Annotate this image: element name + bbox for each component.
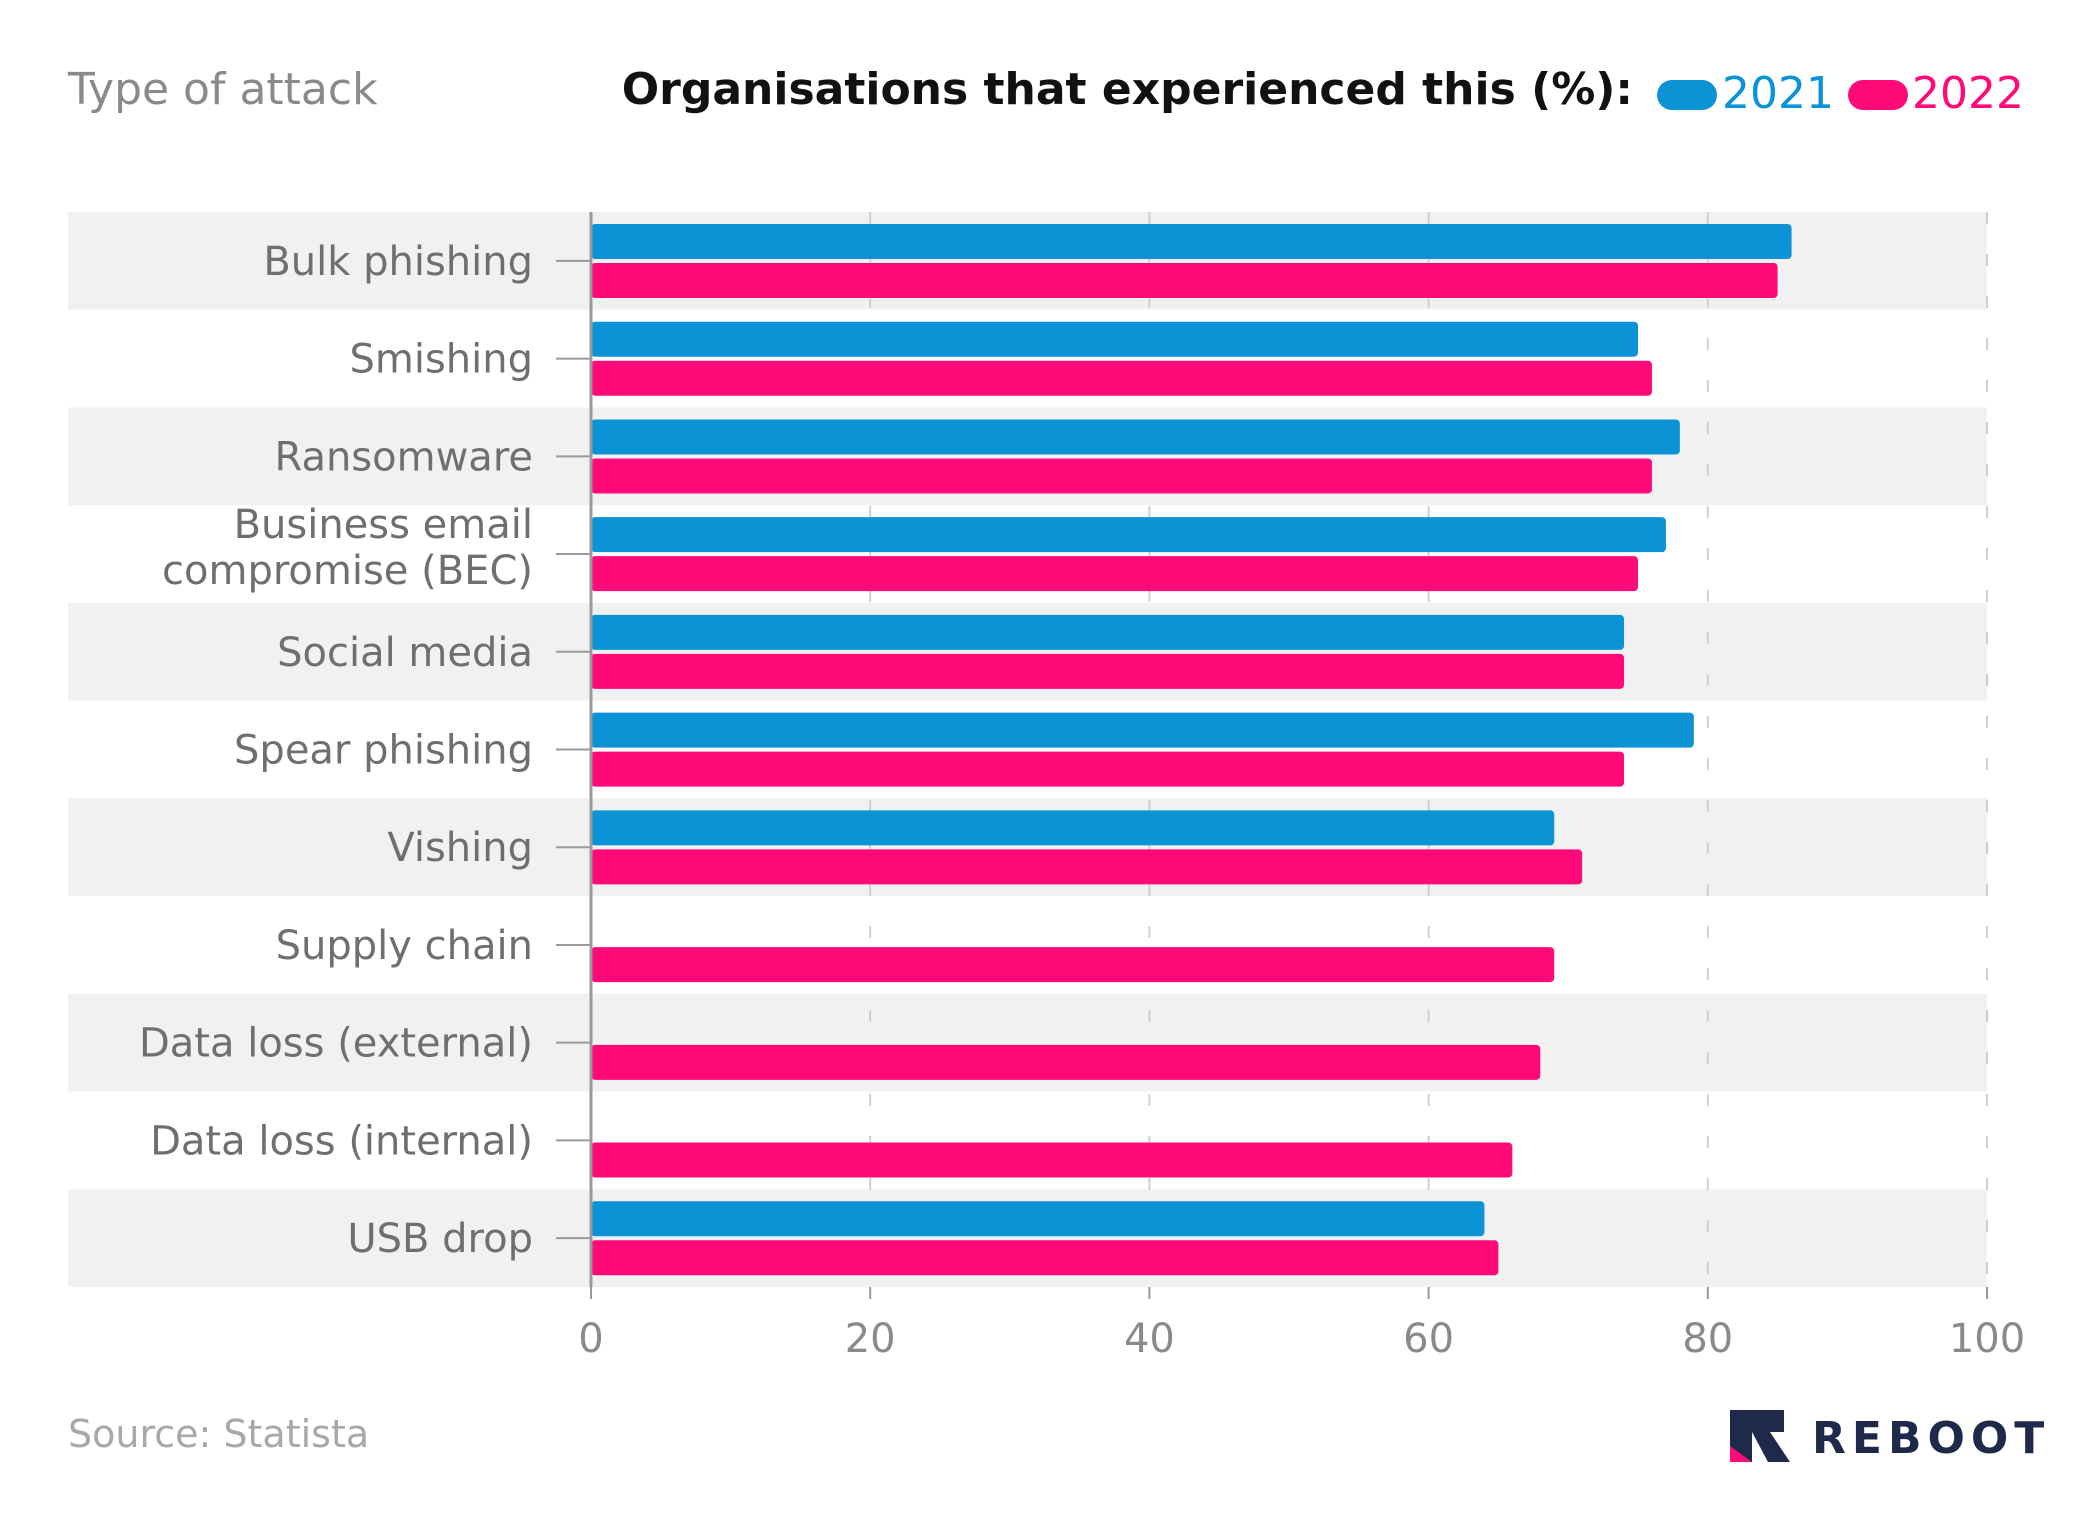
reboot-logo-icon	[1730, 1410, 1790, 1462]
bars	[591, 224, 1792, 1276]
x-tick-label: 60	[1403, 1316, 1454, 1362]
legend-swatch-2021	[1657, 80, 1717, 110]
legend: 2021 2022	[1657, 68, 2024, 119]
category-label-ransomware: Ransomware	[275, 434, 533, 480]
bar-2022-bulk-phishing	[591, 263, 1778, 298]
brand-logo: REBOOT	[1730, 1410, 2050, 1464]
x-tick-label: 100	[1949, 1316, 2025, 1362]
category-label-line: compromise (BEC)	[162, 548, 533, 594]
legend-swatch-2022	[1848, 80, 1908, 110]
x-tick-label: 0	[578, 1316, 603, 1362]
tick-labels: 0 20 40 60 80 100	[578, 1316, 2025, 1362]
category-label-social-media: Social media	[277, 630, 533, 676]
category-label-bulk-phishing: Bulk phishing	[263, 239, 533, 285]
x-tick-label: 80	[1682, 1316, 1733, 1362]
x-tick-label: 20	[845, 1316, 896, 1362]
legend-label-2021: 2021	[1722, 68, 1834, 119]
x-tick-label: 40	[1124, 1316, 1175, 1362]
bar-2022-business-email-compromise-bec	[591, 556, 1638, 592]
chart-left-title: Type of attack	[67, 64, 378, 115]
bar-2022-ransomware	[591, 458, 1652, 494]
bar-2022-vishing	[591, 849, 1583, 885]
bar-2022-data-loss-internal	[591, 1142, 1513, 1178]
bar-2021-smishing	[591, 321, 1638, 357]
bar-2021-ransomware	[591, 419, 1680, 455]
bar-2021-vishing	[591, 810, 1555, 846]
bar-2022-supply-chain	[591, 947, 1555, 983]
axes	[556, 212, 1988, 1299]
category-label-data-loss-internal: Data loss (internal)	[150, 1118, 533, 1164]
brand-name: REBOOT	[1812, 1413, 2050, 1464]
bar-2021-bulk-phishing	[591, 224, 1792, 259]
category-label-spear-phishing: Spear phishing	[234, 728, 533, 774]
category-labels: Bulk phishing Smishing Ransomware Business …	[139, 239, 533, 1262]
bar-2022-data-loss-external	[591, 1044, 1541, 1080]
legend-label-2022: 2022	[1912, 68, 2024, 119]
category-label-data-loss-external: Data loss (external)	[139, 1021, 533, 1067]
category-label-line: Business email	[234, 502, 533, 548]
bar-2021-social-media	[591, 614, 1625, 650]
bar-2021-spear-phishing	[591, 712, 1694, 748]
bar-2022-spear-phishing	[591, 751, 1625, 787]
chart-right-title: Organisations that experienced this (%):	[622, 64, 1633, 115]
bar-2022-smishing	[591, 360, 1652, 396]
category-label-usb-drop: USB drop	[347, 1216, 533, 1262]
category-label-vishing: Vishing	[387, 825, 533, 871]
bar-2021-business-email-compromise-bec	[591, 517, 1666, 553]
category-label-business-email-compromise-bec: Business email compromise (BEC)	[162, 502, 533, 594]
bar-2022-social-media	[591, 653, 1625, 689]
bar-2021-usb-drop	[591, 1201, 1485, 1237]
bar-2022-usb-drop	[591, 1240, 1499, 1276]
category-label-smishing: Smishing	[349, 337, 533, 383]
source-note: Source: Statista	[68, 1412, 369, 1456]
category-label-supply-chain: Supply chain	[276, 923, 533, 969]
